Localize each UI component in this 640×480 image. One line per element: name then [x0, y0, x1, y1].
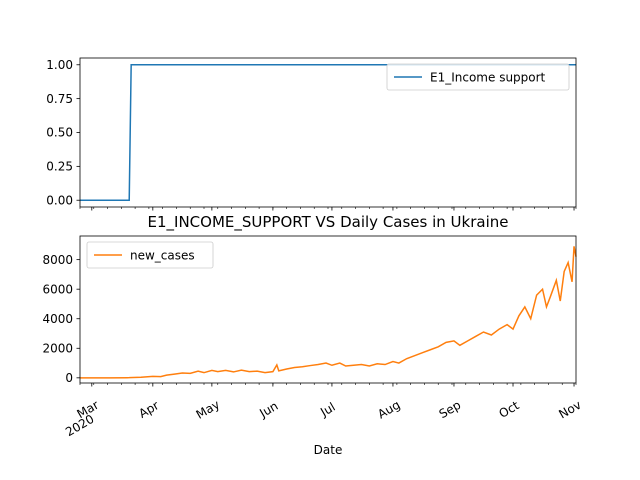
y-tick-label: 0.00 [46, 193, 73, 207]
y-tick-label: 0.75 [46, 92, 73, 106]
y-tick-label: 0 [65, 371, 73, 385]
y-tick-label: 0.50 [46, 126, 73, 140]
top-x-minor-ticks [79, 207, 577, 211]
y-tick-label: 8000 [42, 253, 73, 267]
x-tick-label: Jun [256, 399, 280, 421]
top-axes-frame [79, 57, 577, 208]
x-tick-label: Nov [556, 398, 583, 422]
y-tick-label: 4000 [42, 312, 73, 326]
y-tick-label: 2000 [42, 341, 73, 355]
x-tick-label: Sep [437, 398, 464, 421]
series-line-income-support [80, 64, 576, 201]
x-tick-label: Oct [497, 398, 522, 421]
top-legend: E1_Income support [386, 63, 570, 91]
x-tick-label: Aug [375, 398, 402, 422]
top-legend-box [386, 63, 570, 91]
bottom-legend: new_cases [86, 241, 214, 269]
series-line-new-cases [80, 246, 577, 379]
x-axis-label: Date [314, 443, 343, 457]
top-subplot: 0.00 0.25 0.50 0.75 1.00 E1_Income support [46, 57, 577, 211]
y-tick-label: 1.00 [46, 58, 73, 72]
top-y-ticks: 0.00 0.25 0.50 0.75 1.00 [46, 58, 80, 207]
legend-label-income-support: E1_Income support [430, 70, 546, 84]
bottom-axes-frame [79, 235, 577, 384]
chart-title: E1_INCOME_SUPPORT VS Daily Cases in Ukra… [148, 213, 509, 232]
x-tick-label: Jul [317, 400, 337, 420]
bottom-y-ticks: 0 2000 4000 6000 8000 [42, 253, 80, 385]
x-tick-label: Apr [136, 398, 161, 421]
legend-label-new-cases: new_cases [130, 248, 195, 262]
y-tick-label: 0.25 [46, 160, 73, 174]
bottom-legend-box [86, 241, 214, 269]
x-tick-label: May [194, 397, 222, 422]
y-tick-label: 6000 [42, 282, 73, 296]
